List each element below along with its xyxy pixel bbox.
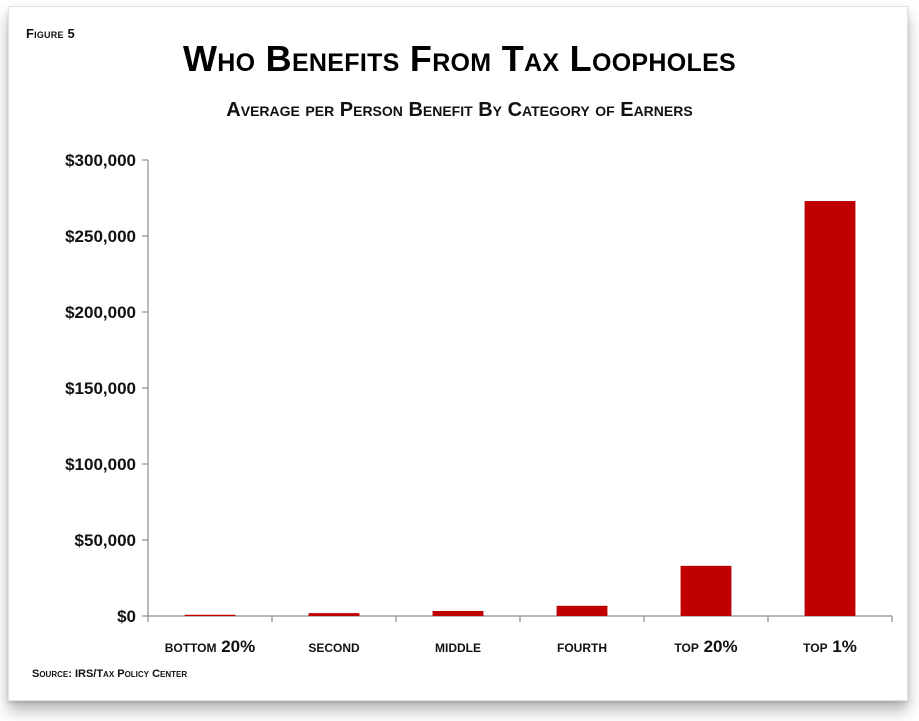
bar (184, 614, 236, 616)
y-tick-label: $250,000 (65, 227, 136, 246)
bar (804, 201, 856, 617)
x-tick-label: fourth (557, 637, 607, 656)
figure-label: Figure 5 (26, 26, 75, 41)
chart-title: Who Benefits From Tax Loopholes (182, 38, 737, 79)
x-tick-label: middle (435, 637, 481, 656)
y-tick-label: $300,000 (65, 151, 136, 170)
chart-subtitle: Average per Person Benefit By Category o… (226, 99, 693, 121)
x-tick-label: top 20% (674, 637, 737, 656)
bar (556, 605, 608, 616)
y-tick-label: $100,000 (65, 455, 136, 474)
bar (680, 565, 732, 616)
y-tick-label: $150,000 (65, 379, 136, 398)
bar (308, 613, 360, 616)
x-tick-label: top 1% (803, 637, 857, 656)
y-tick-label: $50,000 (75, 531, 136, 550)
figure-frame (8, 6, 908, 701)
y-tick-label: $200,000 (65, 303, 136, 322)
source-note: Source: IRS/Tax Policy Center (32, 668, 188, 680)
x-tick-label: second (308, 637, 360, 656)
y-tick-label: $0 (117, 607, 136, 626)
x-tick-label: bottom 20% (165, 637, 256, 656)
bar (432, 610, 484, 616)
